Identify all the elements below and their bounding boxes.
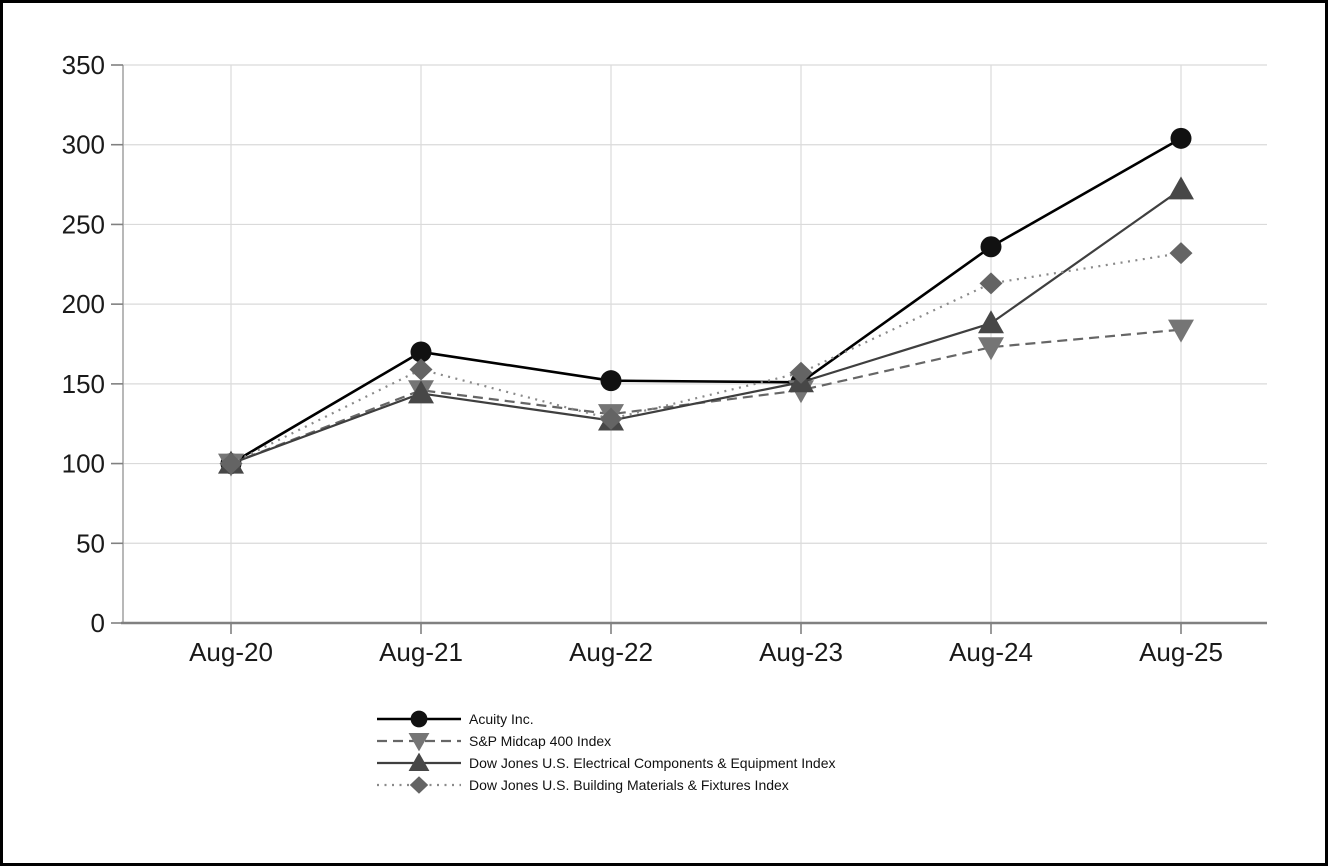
svg-text:250: 250 bbox=[62, 209, 105, 239]
svg-text:100: 100 bbox=[62, 449, 105, 479]
svg-text:Aug-23: Aug-23 bbox=[759, 637, 843, 667]
legend-item-sp-midcap-400: S&P Midcap 400 Index bbox=[377, 730, 836, 752]
legend-item-acuity: Acuity Inc. bbox=[377, 708, 836, 730]
legend-label: Dow Jones U.S. Electrical Components & E… bbox=[469, 755, 836, 771]
legend-label: Acuity Inc. bbox=[469, 711, 534, 727]
svg-text:350: 350 bbox=[62, 50, 105, 80]
legend-marker-triangle-down-icon bbox=[377, 733, 461, 751]
legend-item-dj-building: Dow Jones U.S. Building Materials & Fixt… bbox=[377, 774, 836, 796]
stock-performance-line-chart: 0 50 100 150 200 250 300 350 Aug-20 Aug-21 Aug-22 A… bbox=[62, 50, 1267, 667]
svg-text:200: 200 bbox=[62, 289, 105, 319]
svg-text:Aug-24: Aug-24 bbox=[949, 637, 1033, 667]
legend-label: S&P Midcap 400 Index bbox=[469, 733, 612, 749]
legend-marker-circle-icon bbox=[377, 710, 461, 728]
svg-text:Aug-22: Aug-22 bbox=[569, 637, 653, 667]
legend-marker-diamond-icon bbox=[377, 776, 461, 794]
svg-text:Aug-21: Aug-21 bbox=[379, 637, 463, 667]
legend-marker-triangle-up-icon bbox=[377, 753, 461, 771]
svg-text:50: 50 bbox=[76, 528, 105, 558]
chart-legend: Acuity Inc. S&P Midcap 400 Index Dow Jon… bbox=[377, 708, 836, 796]
legend-item-dj-electrical: Dow Jones U.S. Electrical Components & E… bbox=[377, 752, 836, 774]
legend-label: Dow Jones U.S. Building Materials & Fixt… bbox=[469, 777, 789, 793]
svg-text:0: 0 bbox=[91, 608, 105, 638]
svg-text:150: 150 bbox=[62, 369, 105, 399]
svg-text:Aug-25: Aug-25 bbox=[1139, 637, 1223, 667]
svg-text:Aug-20: Aug-20 bbox=[189, 637, 273, 667]
svg-text:300: 300 bbox=[62, 130, 105, 160]
